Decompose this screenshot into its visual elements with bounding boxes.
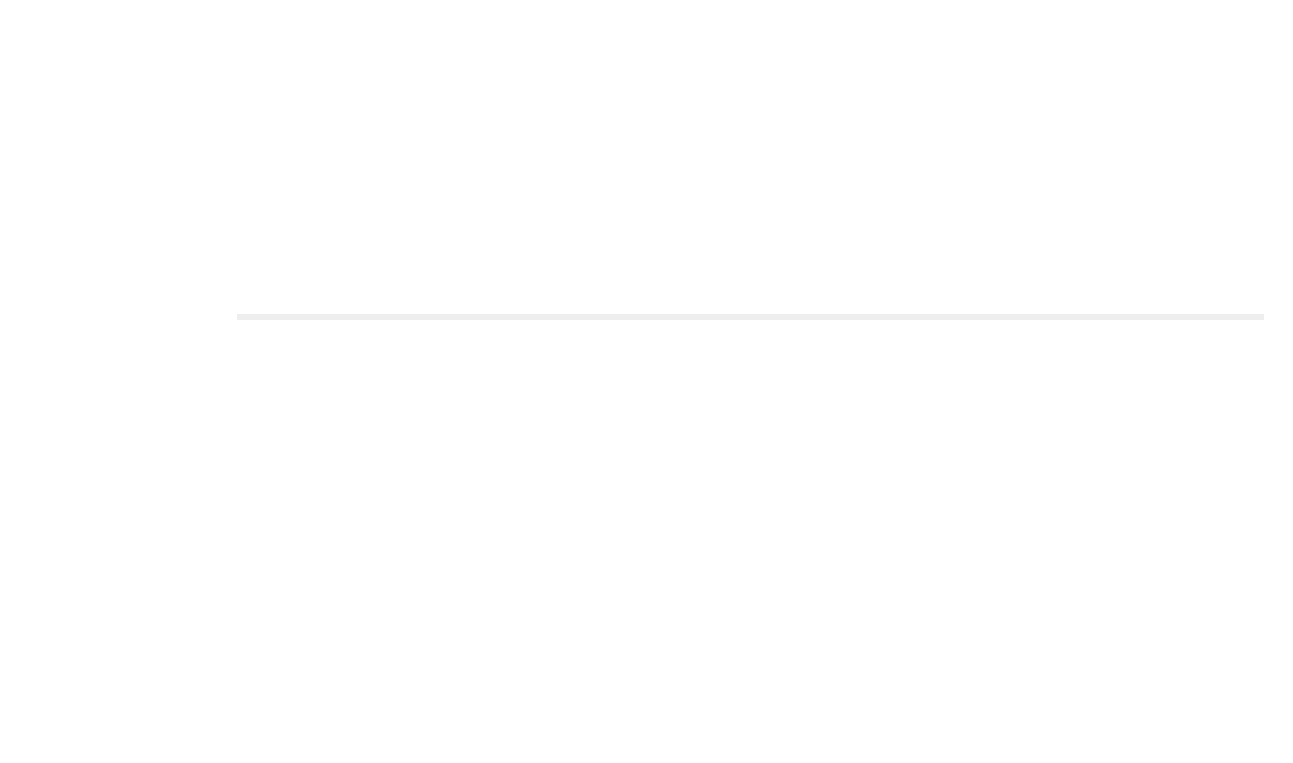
loading-bar xyxy=(237,314,1264,320)
